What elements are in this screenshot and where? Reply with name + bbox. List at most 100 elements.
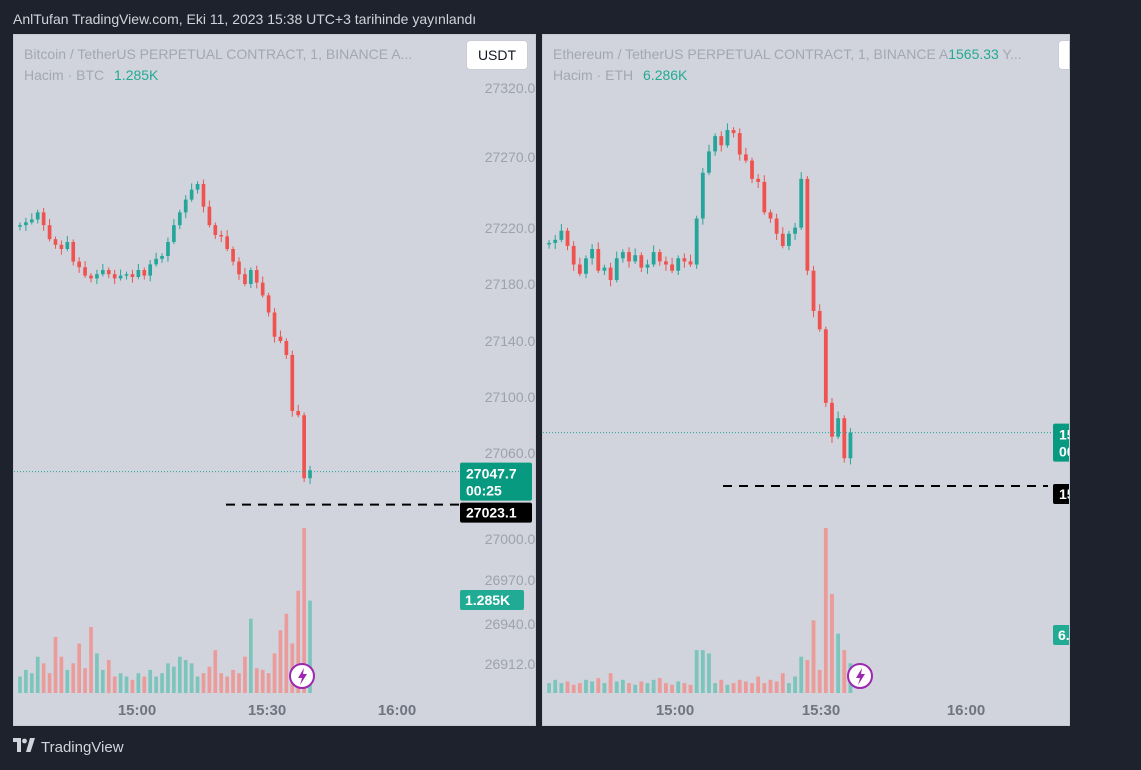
btc-price-tick: 27140.0 xyxy=(485,333,536,349)
btc-chart-canvas[interactable]: 27320.0 27270.0 27220.0 27180.0 27140.0 27100… xyxy=(14,35,536,726)
footer-brand[interactable]: TradingView xyxy=(41,738,124,756)
btc-candle-body xyxy=(29,219,34,223)
btc-volume-label: Hacim · BTC xyxy=(24,67,105,83)
eth-candle-body xyxy=(756,178,761,182)
btc-price-tick: 27060.0 xyxy=(485,445,536,461)
eth-candle-body xyxy=(596,249,601,271)
btc-candle-body xyxy=(177,212,182,226)
btc-volume-bar xyxy=(225,676,229,693)
eth-candle-body xyxy=(842,418,847,459)
eth-time-tick: 16:00 xyxy=(947,702,985,719)
btc-candle-body xyxy=(308,470,312,479)
btc-candle-body xyxy=(213,225,218,235)
eth-candle-body xyxy=(823,329,828,403)
btc-volume-bar xyxy=(95,653,99,693)
eth-marked-price-text: 1564.30 xyxy=(1059,486,1070,502)
eth-symbol-line: Ethereum / TetherUS PERPETUAL CONTRACT, … xyxy=(553,46,949,62)
btc-candle-body xyxy=(130,274,135,277)
eth-volume-bar xyxy=(817,669,822,693)
btc-currency-button[interactable]: USDT xyxy=(466,40,528,70)
eth-volume-bar xyxy=(762,683,767,693)
btc-time-tick: 15:30 xyxy=(248,702,286,719)
btc-volume-bar xyxy=(53,636,58,693)
btc-last-price-text: 27047.7 xyxy=(466,466,517,482)
eth-volume-bar xyxy=(719,679,724,693)
btc-volume-bar xyxy=(296,590,301,693)
eth-volume-bar xyxy=(787,683,791,693)
eth-candle-body xyxy=(627,252,631,262)
btc-candle-body xyxy=(106,270,111,275)
btc-volume-bar xyxy=(172,666,176,693)
btc-candle-body xyxy=(59,244,64,249)
eth-candle-body xyxy=(750,160,754,179)
btc-volume-bar xyxy=(124,676,129,693)
eth-volume-bar xyxy=(842,650,847,693)
eth-candle-body xyxy=(602,267,607,271)
eth-lightning-icon xyxy=(847,663,873,689)
eth-candle-body xyxy=(762,181,767,213)
eth-volume-bar xyxy=(571,684,576,693)
btc-candle-body xyxy=(296,411,301,416)
btc-volume-bar xyxy=(189,663,194,693)
btc-candle-body xyxy=(118,275,123,279)
btc-volume-bar xyxy=(154,676,158,693)
eth-volume-bar xyxy=(688,684,693,693)
eth-volume-bar xyxy=(602,683,607,693)
btc-volume-bar xyxy=(59,656,64,693)
btc-price-tick: 27320.0 xyxy=(485,80,536,96)
btc-candle-body xyxy=(219,235,224,237)
eth-last-price-text: 1566.03 xyxy=(1059,427,1070,443)
btc-candle-body xyxy=(35,212,40,220)
eth-volume-legend: Hacim · ETH 6.286K xyxy=(553,67,687,83)
btc-candle-body xyxy=(302,415,306,479)
btc-volume-bar xyxy=(89,627,93,693)
btc-candle-body xyxy=(284,341,289,355)
tradingview-logo-icon[interactable] xyxy=(13,738,35,756)
btc-volume-bar xyxy=(136,673,141,693)
btc-candle-body xyxy=(89,275,93,279)
eth-last-price-badge xyxy=(1053,423,1069,462)
btc-volume-bar xyxy=(207,666,212,693)
eth-symbol-legend: Ethereum / TetherUS PERPETUAL CONTRACT, … xyxy=(553,46,1022,62)
btc-candle-body xyxy=(65,242,70,249)
eth-volume-bar xyxy=(799,656,804,693)
btc-lightning-icon xyxy=(289,663,315,689)
eth-volume-bar xyxy=(590,681,595,693)
btc-volume-bar xyxy=(219,673,224,693)
btc-volume-bar xyxy=(112,676,117,693)
eth-volume-bar xyxy=(639,681,644,693)
btc-chart-panel[interactable]: 27320.0 27270.0 27220.0 27180.0 27140.0 27100… xyxy=(13,34,536,726)
eth-volume-bar xyxy=(713,683,718,693)
btc-price-tick: 27000.0 xyxy=(485,531,536,547)
eth-chart-canvas[interactable]: 1576.001574.001572.001570.001568.001563.… xyxy=(543,35,1070,726)
btc-candle-body xyxy=(183,199,188,213)
eth-volume-bar xyxy=(577,683,582,693)
eth-candle-body xyxy=(620,252,625,259)
btc-symbol-line: Bitcoin / TetherUS PERPETUAL CONTRACT, 1… xyxy=(24,46,413,62)
btc-volume-bar xyxy=(83,668,87,693)
eth-candle-body xyxy=(553,239,558,243)
eth-volume-value: 6.286K xyxy=(643,67,688,83)
btc-candle-body xyxy=(53,239,58,245)
eth-candle-body xyxy=(664,261,668,265)
eth-time-tick: 15:30 xyxy=(802,702,840,719)
eth-volume-bar xyxy=(664,683,668,693)
footer: TradingView xyxy=(13,738,124,756)
eth-chart-panel[interactable]: 1576.001574.001572.001570.001568.001563.… xyxy=(542,34,1070,726)
eth-candle-body xyxy=(577,264,582,274)
eth-currency-button[interactable]: USDT xyxy=(1058,40,1069,70)
btc-volume-bar xyxy=(272,653,277,693)
btc-volume-bar xyxy=(308,600,312,693)
btc-volume-bar xyxy=(77,643,81,693)
eth-symbol-tail: Y... xyxy=(1002,46,1022,62)
btc-candle-body xyxy=(254,270,259,283)
btc-countdown-text: 00:25 xyxy=(466,483,502,499)
eth-volume-bar xyxy=(756,676,761,693)
btc-price-tick: 27270.0 xyxy=(485,149,536,165)
eth-candle-body xyxy=(639,255,644,268)
eth-volume-bar xyxy=(805,660,810,693)
eth-volume-badge xyxy=(1053,625,1069,645)
eth-candle-body xyxy=(719,136,724,146)
eth-candle-body xyxy=(645,264,650,268)
btc-candle-body xyxy=(272,312,277,337)
